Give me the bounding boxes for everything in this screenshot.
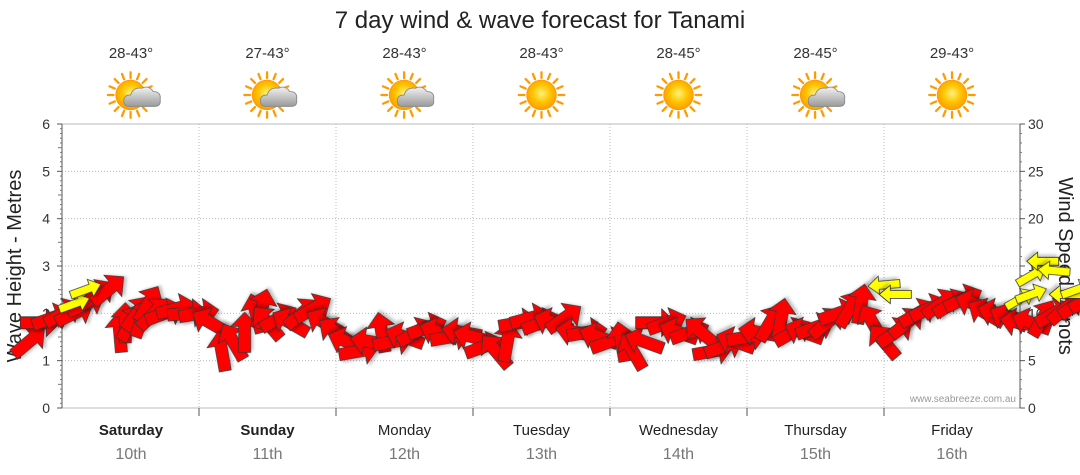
credit-text: www.seabreeze.com.au [909, 394, 1016, 405]
day-name-label: Saturday [99, 422, 164, 439]
day-labels: Saturday 10th Sunday 11th Monday 12th Tuesday 1… [99, 408, 973, 463]
left-tick-label: 1 [42, 353, 50, 369]
wind-arrow [624, 325, 666, 355]
right-axis-title: Wind Speed - Knots [1054, 177, 1076, 355]
partly-cloudy-icon [244, 72, 296, 117]
day-date-label: 10th [115, 446, 146, 463]
wave-arrow [1026, 251, 1060, 272]
wave-arrow [68, 278, 102, 300]
day-date-label: 12th [389, 446, 420, 463]
day-date-label: 14th [663, 446, 694, 463]
day-name-label: Thursday [784, 422, 847, 439]
wave-arrow [1014, 283, 1047, 305]
day-name-label: Wednesday [639, 422, 718, 439]
sunny-icon [517, 71, 566, 119]
day-temp-label: 29-43° [930, 45, 974, 62]
right-tick-label: 20 [1028, 211, 1044, 227]
partly-cloudy-icon [108, 72, 160, 117]
left-axis: 0123456 [42, 116, 63, 416]
wave-arrow [878, 284, 912, 305]
day-name-label: Monday [378, 422, 432, 439]
day-temp-label: 27-43° [245, 45, 289, 62]
day-date-label: 16th [936, 446, 967, 463]
day-date-label: 13th [526, 446, 557, 463]
wind-arrow [292, 293, 332, 325]
wave-arrow [57, 292, 90, 314]
left-tick-label: 4 [42, 211, 50, 227]
sunny-icon [654, 71, 703, 119]
left-axis-title: Wave Height - Metres [4, 170, 26, 363]
left-tick-label: 5 [42, 163, 50, 179]
wave-arrow [867, 275, 901, 296]
day-name-label: Sunday [240, 422, 295, 439]
grid [62, 124, 1020, 408]
wind-arrow [88, 274, 125, 308]
wave-arrow [1037, 260, 1071, 281]
day-temp-label: 28-43° [519, 45, 563, 62]
left-tick-label: 6 [42, 116, 50, 132]
day-name-label: Friday [931, 422, 973, 439]
chart-title: 7 day wind & wave forecast for Tanami [335, 7, 745, 34]
day-temp-label: 28-43° [109, 45, 153, 62]
sunny-icon [928, 71, 976, 119]
day-temp-label: 28-43° [382, 45, 426, 62]
day-temp-label: 28-45° [656, 45, 700, 62]
plot-area [61, 123, 1021, 409]
weather-row: 28-43° 27-43° 28-43° 28-43° 28-45° 28-45° 29-4… [108, 45, 976, 119]
wind-series [9, 274, 1080, 373]
wave-series [57, 251, 1080, 314]
left-tick-label: 3 [42, 258, 50, 274]
day-name-label: Tuesday [513, 422, 570, 439]
wind-arrow [1067, 283, 1080, 315]
wind-arrow [9, 326, 45, 360]
right-tick-label: 25 [1028, 163, 1044, 179]
right-tick-label: 0 [1028, 400, 1036, 416]
day-temp-label: 28-45° [793, 45, 837, 62]
wind-arrow [543, 302, 582, 336]
right-tick-label: 30 [1028, 116, 1044, 132]
left-tick-label: 0 [42, 400, 50, 416]
day-date-label: 15th [800, 446, 831, 463]
right-tick-label: 5 [1028, 353, 1036, 369]
partly-cloudy-icon [381, 72, 433, 117]
day-date-label: 11th [253, 446, 283, 463]
partly-cloudy-icon [792, 72, 844, 117]
